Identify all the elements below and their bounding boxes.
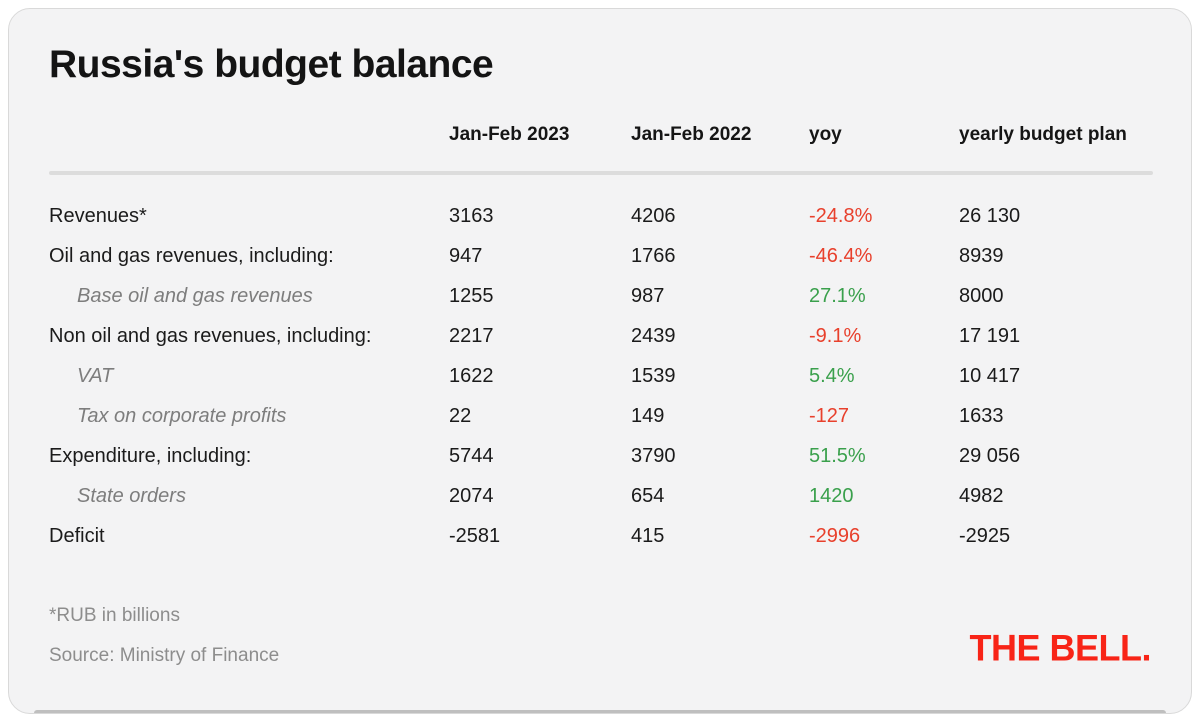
table-header-row: Jan-Feb 2023 Jan-Feb 2022 yoy yearly bud… [49,113,1153,157]
table-row: Expenditure, including: 5744 3790 51.5% … [49,436,1153,476]
budget-balance-card: Russia's budget balance Jan-Feb 2023 Jan… [8,8,1192,714]
value-jan-feb-2022: 2439 [631,324,676,347]
value-jan-feb-2022: 1766 [631,244,676,267]
next-card-top-edge [34,710,1166,713]
row-label: VAT [77,364,114,387]
budget-table: Jan-Feb 2023 Jan-Feb 2022 yoy yearly bud… [49,113,1153,556]
column-header-jan-feb-2023: Jan-Feb 2023 [449,124,570,145]
value-yearly-budget-plan: 10 417 [959,364,1021,387]
value-jan-feb-2023: 947 [449,244,483,267]
value-yearly-budget-plan: 1633 [959,404,1004,427]
value-jan-feb-2022: 415 [631,524,665,547]
value-jan-feb-2022: 4206 [631,204,676,227]
value-jan-feb-2022: 1539 [631,364,676,387]
table-row: Oil and gas revenues, including: 947 176… [49,236,1153,276]
value-jan-feb-2022: 654 [631,484,665,507]
table-row: Tax on corporate profits 22 149 -127 163… [49,396,1153,436]
value-jan-feb-2022: 987 [631,284,665,307]
value-jan-feb-2023: 22 [449,404,472,427]
value-yearly-budget-plan: 29 056 [959,444,1021,467]
value-jan-feb-2023: 1622 [449,364,494,387]
table-body: Revenues* 3163 4206 -24.8% 26 130 Oil an… [49,196,1153,556]
row-label: Expenditure, including: [49,444,252,467]
table-row: State orders 2074 654 1420 4982 [49,476,1153,516]
row-label: Tax on corporate profits [77,404,287,427]
header-divider [49,171,1153,175]
value-yearly-budget-plan: 8000 [959,284,1004,307]
table-row: Non oil and gas revenues, including: 221… [49,316,1153,356]
row-label: State orders [77,484,186,507]
source-footnote: Source: Ministry of Finance [49,645,280,666]
the-bell-logo: THE BELL. [969,626,1152,669]
table-row: Deficit -2581 415 -2996 -2925 [49,516,1153,556]
value-jan-feb-2023: 1255 [449,284,494,307]
row-label: Oil and gas revenues, including: [49,244,334,267]
value-yoy: -127 [809,404,850,427]
value-yoy: 5.4% [809,364,855,387]
value-yoy: -46.4% [809,244,873,267]
value-jan-feb-2023: -2581 [449,524,501,547]
value-yearly-budget-plan: 4982 [959,484,1004,507]
column-header-jan-feb-2022: Jan-Feb 2022 [631,124,752,145]
value-yoy: 51.5% [809,444,866,467]
value-yearly-budget-plan: 17 191 [959,324,1021,347]
value-yoy: -24.8% [809,204,873,227]
value-yoy: -2996 [809,524,861,547]
value-yearly-budget-plan: 26 130 [959,204,1021,227]
value-yoy: 27.1% [809,284,866,307]
value-yearly-budget-plan: -2925 [959,524,1011,547]
column-header-yoy: yoy [809,124,842,145]
value-jan-feb-2023: 2074 [449,484,494,507]
value-jan-feb-2022: 3790 [631,444,676,467]
value-yoy: 1420 [809,484,854,507]
value-yoy: -9.1% [809,324,862,347]
value-jan-feb-2023: 5744 [449,444,494,467]
row-label: Deficit [49,524,105,547]
page-title: Russia's budget balance [49,43,494,86]
unit-footnote: *RUB in billions [49,605,180,626]
table-row: VAT 1622 1539 5.4% 10 417 [49,356,1153,396]
value-jan-feb-2023: 2217 [449,324,494,347]
table-row: Base oil and gas revenues 1255 987 27.1%… [49,276,1153,316]
row-label: Revenues* [49,204,147,227]
row-label: Base oil and gas revenues [77,284,313,307]
column-header-yearly-budget-plan: yearly budget plan [959,124,1127,145]
value-jan-feb-2023: 3163 [449,204,494,227]
value-jan-feb-2022: 149 [631,404,665,427]
table-row: Revenues* 3163 4206 -24.8% 26 130 [49,196,1153,236]
value-yearly-budget-plan: 8939 [959,244,1004,267]
row-label: Non oil and gas revenues, including: [49,324,372,347]
